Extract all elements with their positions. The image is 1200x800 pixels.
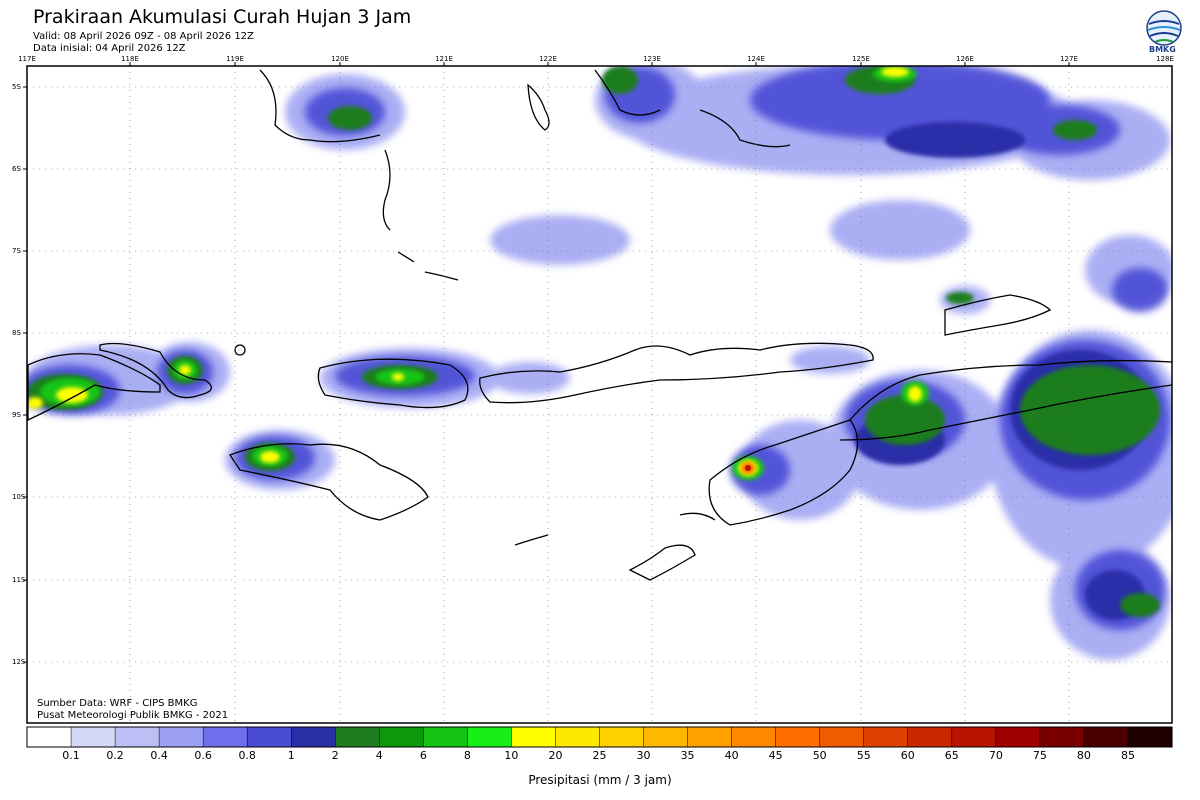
colorbar-swatch [687,726,733,748]
lon-label: 120E [331,55,349,63]
colorbar-swatch [379,726,424,748]
graticule [27,66,1172,723]
colorbar-swatch [555,726,601,748]
colorbar-swatch [70,726,116,748]
colorbar-title: Presipitasi (mm / 3 jam) [528,773,672,787]
colorbar-swatch [951,726,997,748]
colorbar-swatch [467,726,512,748]
colorbar-swatch [246,726,292,748]
coastlines [27,69,1172,581]
colorbar-tick-label: 0.6 [194,749,212,762]
colorbar-tick-label: 30 [636,749,651,762]
map-title: Prakiraan Akumulasi Curah Hujan 3 Jam [33,6,412,28]
colorbar-tick-label: 4 [375,749,383,762]
data-source: Sumber Data: WRF - CIPS BMKG [37,698,198,709]
colorbar-frame [26,726,1173,748]
colorbar-swatch [511,726,557,748]
colorbar-tick-label: 75 [1032,749,1047,762]
colorbar-tick-label: 0.1 [62,749,80,762]
colorbar-swatch [995,726,1041,748]
lon-label: 117E [18,55,36,63]
colorbar-tick-label: 1 [287,749,295,762]
colorbar-tick-label: 8 [463,749,471,762]
lon-label: 124E [747,55,765,63]
lon-label: 119E [226,55,244,63]
lat-label: 11S [12,576,26,584]
colorbar [26,726,1173,748]
lat-label: 10S [12,493,26,501]
colorbar-swatch [1083,726,1129,748]
colorbar-tick-label: 0.4 [150,749,168,762]
lon-label: 126E [956,55,974,63]
colorbar-tick-label: 80 [1076,749,1091,762]
lat-label: 9S [12,411,21,419]
colorbar-swatch [775,726,821,748]
precipitation-layer [27,66,1172,660]
initial-data-time: Data inisial: 04 April 2026 12Z [33,43,186,54]
colorbar-swatch [423,726,468,748]
colorbar-swatch [335,726,380,748]
lon-label: 123E [643,55,661,63]
colorbar-swatch [1039,726,1085,748]
lon-label: 128E [1156,55,1174,63]
colorbar-swatch [114,726,160,748]
colorbar-swatch [26,726,72,748]
lon-label: 127E [1060,55,1078,63]
lon-label: 121E [435,55,453,63]
colorbar-tick-label: 85 [1120,749,1135,762]
lat-label: 6S [12,165,21,173]
colorbar-swatch [599,726,645,748]
lon-label: 122E [539,55,557,63]
valid-period: Valid: 08 April 2026 09Z - 08 April 2026… [33,31,254,42]
colorbar-swatch [202,726,248,748]
colorbar-tick-label: 70 [988,749,1003,762]
colorbar-swatch [863,726,909,748]
colorbar-tick-label: 25 [592,749,607,762]
lon-label: 118E [121,55,139,63]
colorbar-swatch [643,726,689,748]
organization: Pusat Meteorologi Publik BMKG - 2021 [37,710,229,721]
colorbar-tick-label: 2 [331,749,339,762]
colorbar-tick-label: 0.2 [106,749,124,762]
colorbar-tick-label: 60 [900,749,915,762]
colorbar-tick-label: 6 [419,749,427,762]
colorbar-tick-label: 55 [856,749,871,762]
colorbar-swatch [819,726,865,748]
colorbar-swatch [1127,726,1173,748]
lat-label: 12S [12,658,26,666]
map-frame [26,65,1173,724]
colorbar-tick-label: 20 [548,749,563,762]
colorbar-tick-label: 45 [768,749,783,762]
bmkg-logo-icon [1146,10,1182,46]
colorbar-swatch [158,726,204,748]
colorbar-tick-label: 50 [812,749,827,762]
lat-label: 7S [12,247,21,255]
colorbar-tick-label: 0.8 [238,749,256,762]
colorbar-swatch [731,726,777,748]
lat-label: 5S [12,83,21,91]
logo-label: BMKG [1149,45,1176,54]
colorbar-tick-label: 35 [680,749,695,762]
colorbar-swatch [907,726,953,748]
colorbar-swatch [290,726,336,748]
lat-label: 8S [12,329,21,337]
lon-label: 125E [852,55,870,63]
colorbar-tick-label: 10 [504,749,519,762]
colorbar-tick-label: 40 [724,749,739,762]
colorbar-tick-label: 65 [944,749,959,762]
